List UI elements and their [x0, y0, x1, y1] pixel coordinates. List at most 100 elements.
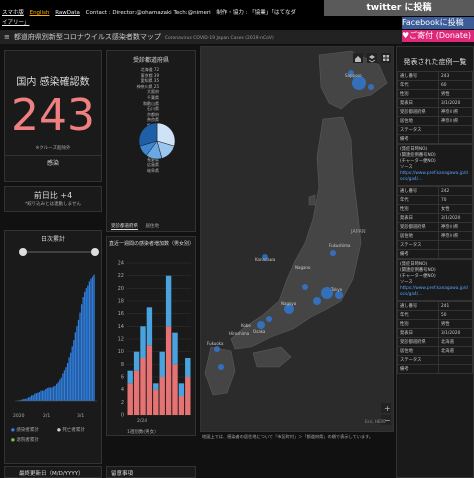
- daily-bar[interactable]: [63, 370, 66, 401]
- japan-map[interactable]: JAPAN Sapporo Kanazawa Nagano Fukushima …: [201, 47, 393, 431]
- link-english[interactable]: English: [29, 10, 50, 16]
- daily-bar[interactable]: [87, 285, 89, 401]
- map-dot-fukuoka[interactable]: [214, 346, 220, 352]
- daily-bar[interactable]: [71, 346, 73, 401]
- daily-bar[interactable]: [66, 363, 69, 401]
- daily-bar[interactable]: [74, 332, 76, 401]
- weekly-bar-female[interactable]: [133, 351, 140, 371]
- daily-bar[interactable]: [35, 393, 37, 401]
- daily-bar[interactable]: [24, 398, 27, 401]
- grid-icon[interactable]: [381, 53, 391, 63]
- tab-residence[interactable]: 居住地: [145, 224, 159, 229]
- map-dot-kanagawa[interactable]: [313, 297, 321, 305]
- daily-bar[interactable]: [41, 390, 44, 401]
- legend-deaths[interactable]: ● 死亡者累計: [57, 428, 85, 433]
- daily-bar[interactable]: [59, 379, 61, 401]
- weekly-bar-female[interactable]: [159, 351, 165, 377]
- map-shikoku[interactable]: [252, 346, 292, 368]
- facebook-share-button[interactable]: Facebookに投稿: [402, 17, 474, 29]
- legend-recovered[interactable]: ● 退院者累計: [11, 438, 39, 443]
- daily-bar[interactable]: [21, 399, 23, 401]
- summary-toggle[interactable]: 感染: [5, 155, 101, 167]
- daily-bar[interactable]: [54, 385, 56, 401]
- map-dot-aichi[interactable]: [284, 304, 294, 314]
- daily-bar[interactable]: [43, 390, 45, 401]
- daily-bar[interactable]: [85, 288, 87, 401]
- tab-prefecture[interactable]: 受診都道府県: [111, 224, 138, 230]
- weekly-bar-female[interactable]: [178, 383, 185, 396]
- map-kyushu[interactable]: [204, 346, 236, 396]
- daily-bar[interactable]: [26, 398, 28, 401]
- slider-end-handle[interactable]: [91, 248, 99, 256]
- legend-cases[interactable]: ● 感染者累計: [11, 428, 39, 433]
- daily-bar[interactable]: [29, 396, 31, 401]
- daily-bar[interactable]: [34, 393, 36, 401]
- map-dot-hokkaido-2[interactable]: [348, 70, 354, 76]
- daily-bar[interactable]: [46, 388, 48, 401]
- case-list-panel[interactable]: 発表された症例一覧 通し番号 243 年代 60 性別 男性 発表日 3/1/2020 受診都道…: [396, 46, 474, 478]
- daily-bar[interactable]: [88, 281, 91, 401]
- weekly-bar-female[interactable]: [185, 358, 191, 377]
- map-dot-ishikawa[interactable]: [262, 254, 268, 260]
- daily-bar[interactable]: [40, 390, 42, 401]
- map-dot-osaka[interactable]: [257, 321, 265, 329]
- weekly-bar-male[interactable]: [146, 345, 153, 415]
- daily-bar[interactable]: [90, 278, 92, 401]
- weekly-bar-male[interactable]: [178, 396, 185, 415]
- weekly-bar-female[interactable]: [140, 326, 146, 358]
- weekly-bar-female[interactable]: [165, 275, 172, 327]
- menu-icon[interactable]: ≡: [4, 33, 10, 41]
- case-source-link[interactable]: https://www.pref.kanagawa.jp/docs/ga4/..…: [400, 171, 468, 182]
- map-dot-fukushima[interactable]: [330, 250, 336, 256]
- daily-bar[interactable]: [37, 392, 39, 401]
- weekly-bar-male[interactable]: [172, 364, 178, 415]
- daily-bar[interactable]: [70, 352, 72, 401]
- map-dot-hokkaido[interactable]: [352, 76, 366, 90]
- weekly-bar-male[interactable]: [133, 370, 140, 415]
- daily-bar[interactable]: [62, 373, 64, 401]
- daily-bar[interactable]: [51, 387, 53, 401]
- weekly-bar-female[interactable]: [127, 370, 133, 384]
- map-dot-chiba[interactable]: [335, 291, 343, 299]
- daily-bar[interactable]: [80, 304, 83, 401]
- daily-bar[interactable]: [45, 389, 47, 401]
- weekly-bar-male[interactable]: [140, 358, 146, 415]
- weekly-bar-female[interactable]: [172, 332, 178, 365]
- map-dot-kyoto[interactable]: [266, 316, 272, 322]
- daily-bar[interactable]: [20, 399, 22, 401]
- layers-icon[interactable]: [367, 53, 377, 63]
- weekly-bar-female[interactable]: [146, 307, 153, 346]
- daily-bar[interactable]: [56, 383, 58, 401]
- twitter-share-button[interactable]: twitter に投稿: [324, 0, 474, 16]
- daily-bar[interactable]: [38, 392, 41, 401]
- case-source-link[interactable]: https://www.pref.kanagawa.jp/docs/ga4/..…: [400, 286, 468, 297]
- daily-bar[interactable]: [93, 274, 95, 401]
- daily-bar[interactable]: [76, 326, 78, 401]
- slider-start-handle[interactable]: [19, 248, 27, 256]
- daily-bar[interactable]: [77, 319, 80, 401]
- daily-bar[interactable]: [73, 340, 75, 401]
- daily-bar[interactable]: [84, 291, 86, 401]
- pie-slice-その他[interactable]: [138, 122, 158, 147]
- map-panel[interactable]: JAPAN Sapporo Kanazawa Nagano Fukushima …: [200, 46, 394, 432]
- map-dot-tokyo[interactable]: [321, 287, 333, 299]
- daily-bar[interactable]: [57, 382, 59, 401]
- map-dot-kumamoto[interactable]: [218, 364, 224, 370]
- zoom-out-icon[interactable]: −: [381, 415, 391, 425]
- daily-bar[interactable]: [48, 387, 50, 401]
- daily-bar[interactable]: [68, 357, 70, 401]
- daily-bar[interactable]: [27, 397, 30, 401]
- weekly-bar-male[interactable]: [185, 377, 191, 415]
- daily-bar[interactable]: [52, 386, 55, 401]
- link-mobile[interactable]: スマホ版: [2, 10, 24, 16]
- weekly-bar-male[interactable]: [127, 383, 133, 415]
- daily-bar[interactable]: [49, 387, 52, 401]
- zoom-in-icon[interactable]: +: [381, 403, 391, 413]
- daily-bar[interactable]: [60, 377, 62, 401]
- weekly-bar-male[interactable]: [159, 377, 165, 415]
- daily-bar[interactable]: [79, 312, 81, 401]
- weekly-bar-male[interactable]: [153, 389, 159, 415]
- link-rawdata[interactable]: RawData: [55, 10, 80, 16]
- daily-bar[interactable]: [31, 395, 33, 401]
- map-dot-hokkaido-3[interactable]: [368, 84, 374, 90]
